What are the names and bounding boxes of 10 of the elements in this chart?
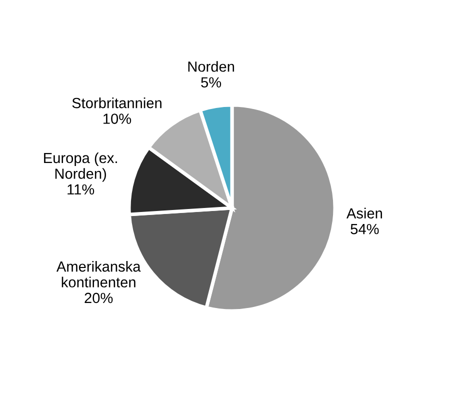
slice-label: Europa (ex. Norden) xyxy=(44,152,117,182)
data-label: 20% xyxy=(84,292,113,304)
data-label: 10% xyxy=(104,114,132,124)
slice-label: Norden xyxy=(188,61,234,72)
data-label: 54% xyxy=(350,224,379,234)
slice-label: Amerikanska kontinenten xyxy=(56,261,141,288)
slice-label: Asien xyxy=(346,208,382,219)
slice-label: Storbritannien xyxy=(72,98,162,108)
data-label: 11% xyxy=(68,184,94,195)
data-label: 5% xyxy=(201,77,222,88)
